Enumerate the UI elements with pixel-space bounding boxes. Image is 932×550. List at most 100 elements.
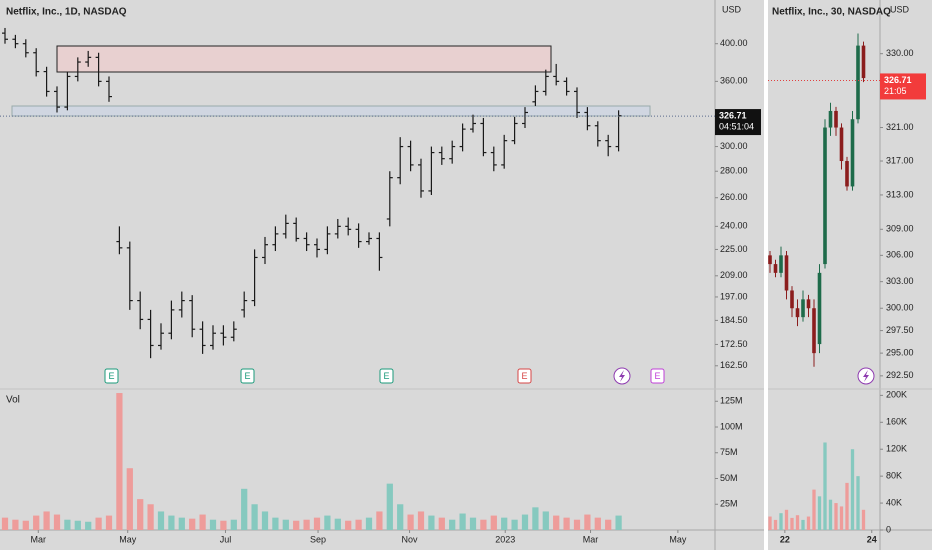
volume-bar [553, 515, 560, 530]
candle-body [828, 110, 833, 128]
volume-bar [43, 511, 50, 530]
volume-bar [199, 514, 206, 530]
earnings-marker[interactable] [379, 368, 394, 384]
pane-separator [764, 0, 768, 550]
volume-bar [85, 521, 92, 530]
volume-bar [790, 517, 794, 530]
candle-body [850, 119, 855, 187]
y-tick-label: 120K [886, 444, 907, 454]
countdown-label: 21:05 [884, 86, 907, 96]
candle-body [861, 45, 866, 79]
volume-bar [147, 504, 154, 530]
volume-bar [355, 519, 362, 530]
y-tick-label: 80K [886, 471, 902, 481]
candle-body [801, 299, 805, 318]
volume-bar [168, 515, 175, 530]
volume-bar [861, 509, 866, 530]
volume-bar [1, 517, 9, 530]
volume-bar [480, 519, 487, 530]
volume-bar [850, 449, 855, 530]
volume-bar [157, 511, 165, 530]
earnings-marker[interactable] [240, 368, 255, 384]
y-tick-label: 306.00 [886, 250, 914, 260]
y-tick-label: 225.00 [720, 244, 748, 254]
volume-bar [768, 516, 772, 530]
candle-body [790, 290, 794, 309]
candle-body [839, 127, 844, 162]
volume-bar [795, 515, 800, 530]
last-price-label: 326.71 [719, 110, 747, 120]
volume-bar [839, 506, 844, 530]
volume-bar [459, 513, 466, 530]
supply-zone [56, 45, 552, 73]
y-tick-label: 303.00 [886, 276, 914, 286]
currency-label: USD [890, 4, 910, 14]
volume-bar [33, 515, 40, 530]
x-tick-label: Jul [220, 534, 232, 544]
y-tick-label: 360.00 [720, 76, 748, 86]
currency-label: USD [722, 4, 742, 14]
y-tick-label: 330.00 [886, 48, 914, 58]
volume-bar [449, 519, 456, 530]
candle-body [856, 45, 860, 120]
volume-bar [282, 519, 289, 530]
x-tick-label: May [669, 534, 687, 544]
earnings-label: E [244, 371, 250, 381]
candle-body [795, 308, 800, 318]
candle-body [779, 255, 783, 273]
y-tick-label: 300.00 [720, 141, 748, 151]
x-tick-label: 2023 [495, 534, 515, 544]
lightning-icon [863, 370, 869, 382]
volume-bar [501, 517, 508, 530]
volume-bar [812, 489, 816, 530]
y-tick-label: 400.00 [720, 38, 748, 48]
y-tick-label: 280.00 [720, 166, 748, 176]
y-tick-label: 292.50 [886, 370, 914, 380]
y-tick-label: 160K [886, 417, 907, 427]
y-tick-label: 172.50 [720, 339, 748, 349]
volume-bar [95, 517, 102, 530]
volume-bar [334, 518, 341, 530]
volume-bar [293, 520, 300, 530]
last-price-box [715, 109, 761, 136]
chart-title: Netflix, Inc., 1D, NASDAQ [6, 7, 127, 18]
volume-bar [272, 517, 279, 530]
x-tick-label: Mar [583, 534, 599, 544]
x-tick-label: May [119, 534, 137, 544]
earnings-marker[interactable] [104, 368, 119, 384]
volume-bar [12, 519, 19, 530]
earnings-marker[interactable] [650, 368, 665, 384]
candle-body [817, 272, 822, 345]
volume-bar [230, 519, 237, 530]
volume-bar [313, 517, 321, 530]
volume-bar [511, 519, 518, 530]
volume-bar [856, 476, 860, 530]
volume-bar [784, 509, 789, 530]
y-tick-label: 75M [720, 447, 738, 457]
y-tick-label: 297.50 [886, 325, 914, 335]
volume-bar [22, 520, 29, 530]
y-tick-label: 317.00 [886, 155, 914, 165]
volume-bar [407, 514, 414, 530]
volume-bar [251, 504, 258, 530]
earnings-marker[interactable] [517, 368, 532, 384]
volume-bar [397, 504, 404, 530]
y-tick-label: 50M [720, 473, 738, 483]
support-zone [11, 105, 651, 117]
countdown-label: 04:51:04 [719, 121, 754, 131]
volume-bar [428, 515, 435, 530]
candle-body [845, 161, 849, 187]
earnings-label: E [654, 371, 660, 381]
volume-bar [542, 511, 549, 530]
volume-bar [261, 511, 269, 530]
volume-bar [386, 483, 393, 530]
y-tick-label: 200K [886, 390, 907, 400]
volume-bar [137, 499, 144, 530]
y-tick-label: 197.00 [720, 291, 748, 301]
volume-bar [376, 511, 383, 530]
x-tick-label: Sep [310, 534, 326, 544]
volume-bar [834, 503, 838, 530]
candle-body [768, 255, 772, 265]
volume-bar [241, 488, 248, 530]
volume-bar [605, 519, 612, 530]
